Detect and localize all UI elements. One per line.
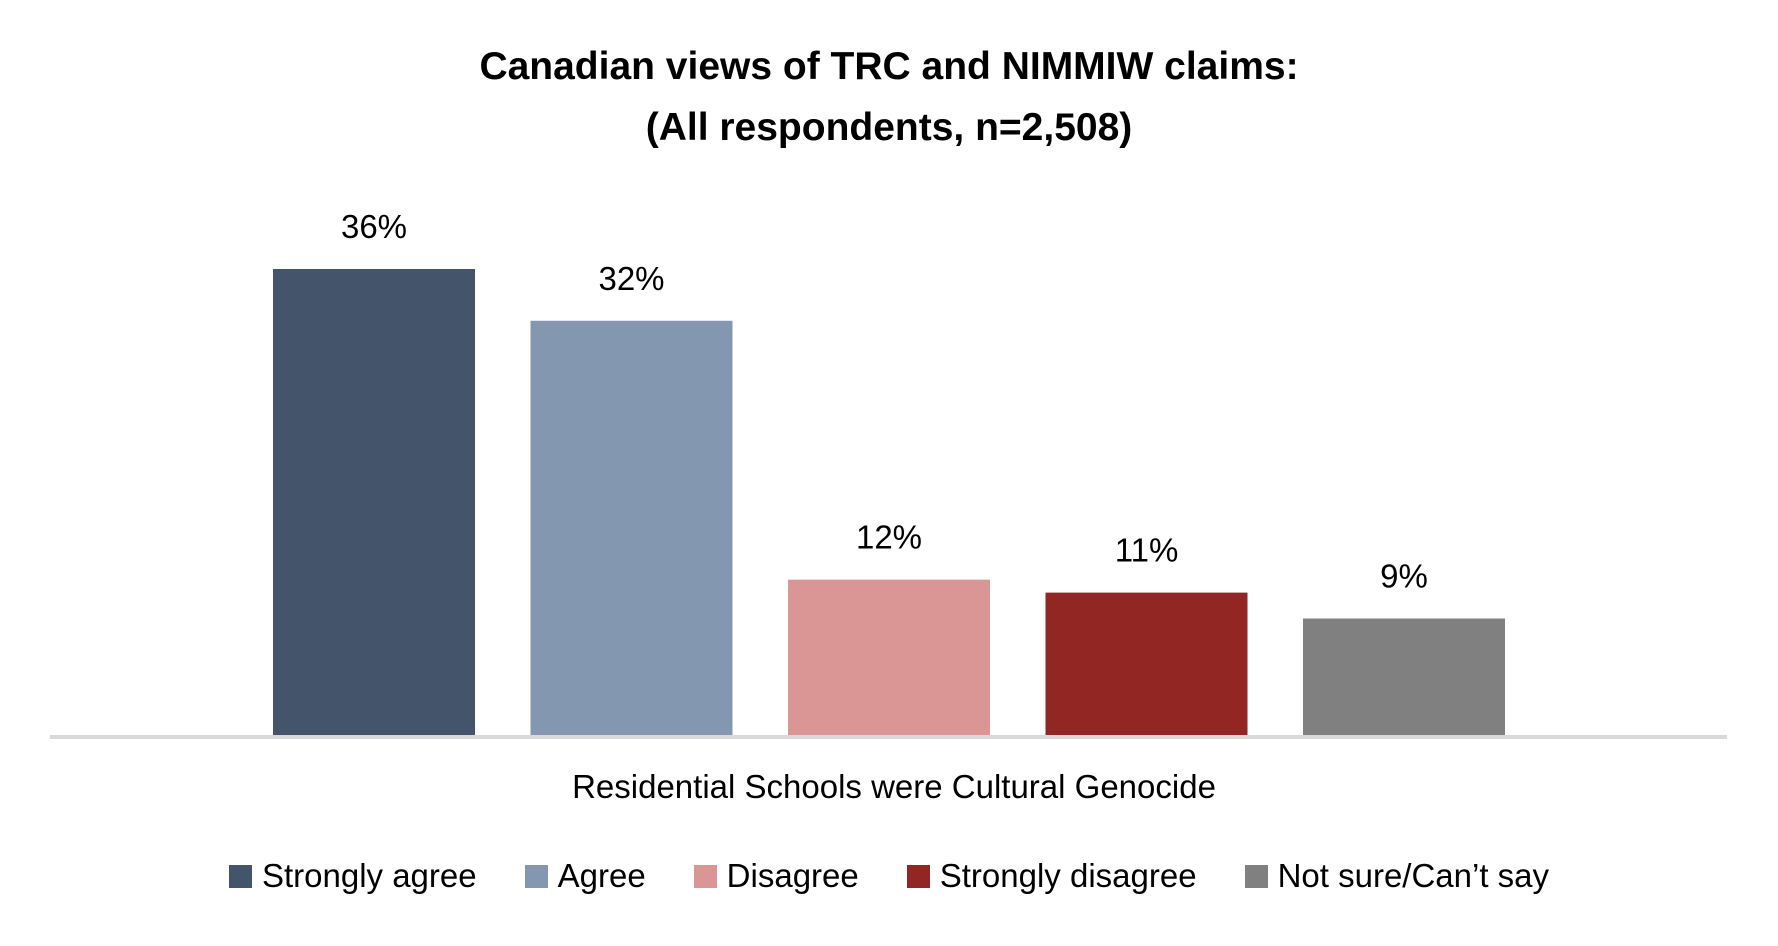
legend: Strongly agree Agree Disagree Strongly disa… xyxy=(0,857,1778,895)
bar-3 xyxy=(1045,592,1248,735)
category-label: Residential Schools were Cultural Genoci… xyxy=(572,768,1216,805)
legend-item: Agree xyxy=(524,857,646,895)
legend-swatch xyxy=(1244,864,1268,888)
data-label: 32% xyxy=(598,260,664,297)
data-label: 12% xyxy=(856,519,922,556)
legend-swatch xyxy=(524,864,548,888)
legend-label: Not sure/Can’t say xyxy=(1277,857,1550,894)
bar-1 xyxy=(530,320,733,735)
legend-item: Disagree xyxy=(693,857,859,895)
legend-swatch xyxy=(693,864,717,888)
data-label: 11% xyxy=(1115,532,1179,569)
legend-label: Agree xyxy=(557,857,646,894)
bar-2 xyxy=(788,579,990,735)
legend-label: Disagree xyxy=(726,857,859,894)
data-label: 9% xyxy=(1380,558,1428,595)
legend-label: Strongly agree xyxy=(261,857,477,894)
legend-item: Not sure/Can’t say xyxy=(1244,857,1550,895)
legend-item: Strongly agree xyxy=(228,857,477,895)
legend-swatch xyxy=(228,864,252,888)
chart-subtitle: (All respondents, n=2,508) xyxy=(645,106,1133,149)
bar-4 xyxy=(1303,618,1505,735)
legend-label: Strongly disagree xyxy=(939,857,1197,894)
legend-item: Strongly disagree xyxy=(906,857,1197,895)
legend-swatch xyxy=(906,864,930,888)
bar-0 xyxy=(273,269,475,735)
data-label: 36% xyxy=(341,208,407,245)
chart-title: Canadian views of TRC and NIMMIW claims: xyxy=(479,45,1299,88)
